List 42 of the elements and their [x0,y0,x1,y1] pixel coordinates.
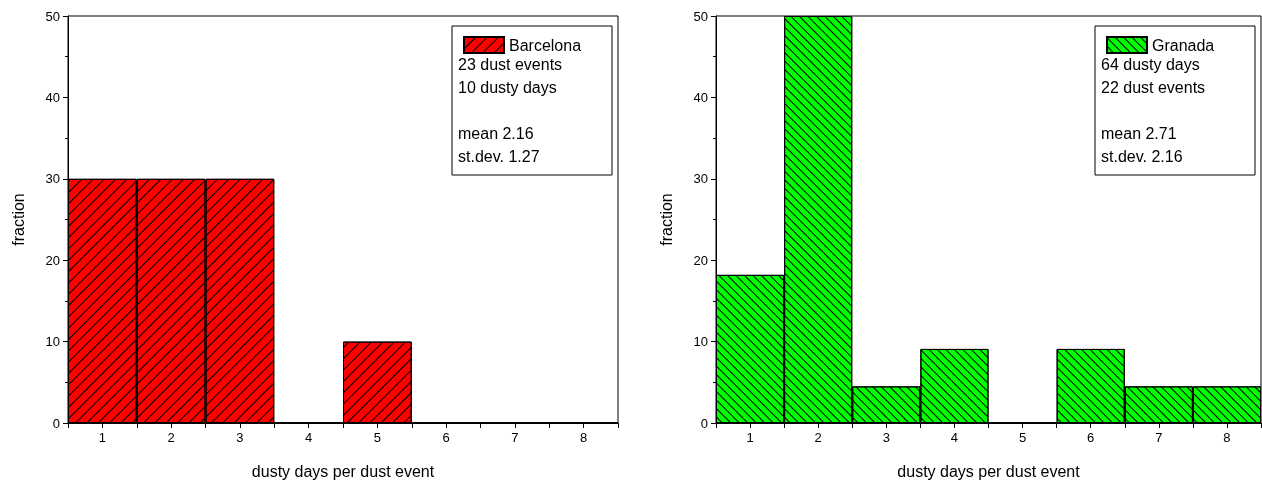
x-tick-label: 8 [580,430,588,445]
x-tick-label: 7 [1155,430,1163,445]
x-tick-label: 1 [98,430,106,445]
x-tick-label: 4 [305,430,313,445]
x-tick-label: 8 [1223,430,1231,445]
x-tick-label: 6 [1087,430,1095,445]
legend-label: Granada [1152,36,1215,54]
legend-label: Barcelona [509,36,582,54]
y-tick-label: 20 [45,252,60,268]
annotation: st.dev. 2.16 [1101,147,1183,165]
annotation: 64 dusty days [1101,55,1200,73]
x-tick-label: 5 [373,430,381,445]
y-tick-label: 0 [52,415,60,431]
annotation: 10 dusty days [458,78,557,96]
x-tick-label: 2 [814,430,822,445]
annotation: 23 dust events [458,55,563,73]
y-tick-label: 30 [693,171,708,187]
x-axis-title: dusty days per dust event [251,462,435,480]
x-tick-label: 7 [511,430,519,445]
x-tick-label: 2 [167,430,175,445]
x-tick-label: 1 [746,430,754,445]
x-axis-title: dusty days per dust event [897,462,1081,480]
x-tick-label: 5 [1018,430,1027,445]
y-tick-label: 30 [45,171,60,187]
annotation: mean 2.71 [1101,124,1177,142]
y-tick-label: 50 [693,8,708,24]
y-tick-label: 10 [693,334,708,350]
x-tick-label: 4 [950,430,959,445]
y-tick-label: 40 [693,89,708,105]
y-tick-label: 0 [700,415,708,431]
y-tick-label: 40 [45,89,60,105]
y-axis-title: fraction [9,193,27,246]
y-tick-label: 50 [45,8,60,24]
y-tick-label: 20 [693,252,708,268]
y-tick-label: 10 [45,334,60,350]
x-tick-label: 3 [882,430,890,445]
y-axis-title: fraction [657,193,675,246]
annotation: 22 dust events [1101,78,1206,96]
annotation: st.dev. 1.27 [458,147,540,165]
annotation: mean 2.16 [458,124,534,142]
x-tick-label: 3 [236,430,244,445]
x-tick-label: 6 [442,430,450,445]
